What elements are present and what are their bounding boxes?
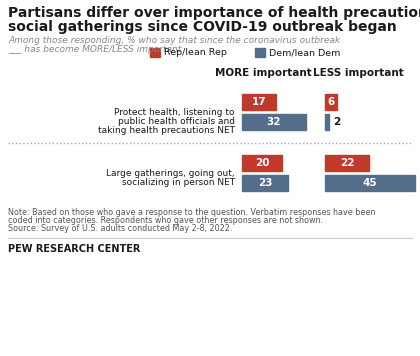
Text: 2: 2 bbox=[333, 117, 340, 127]
Text: taking health precautions NET: taking health precautions NET bbox=[98, 126, 235, 135]
Bar bbox=[325, 114, 329, 130]
Bar bbox=[242, 114, 306, 130]
Text: 45: 45 bbox=[363, 178, 377, 188]
Bar bbox=[242, 155, 282, 171]
Text: 6: 6 bbox=[327, 97, 335, 107]
Text: Source: Survey of U.S. adults conducted May 2-8, 2022.: Source: Survey of U.S. adults conducted … bbox=[8, 224, 232, 233]
Text: coded into categories. Respondents who gave other responses are not shown.: coded into categories. Respondents who g… bbox=[8, 216, 323, 225]
Text: Dem/lean Dem: Dem/lean Dem bbox=[269, 48, 340, 57]
Bar bbox=[150, 48, 160, 57]
Bar bbox=[255, 48, 265, 57]
Bar bbox=[325, 155, 369, 171]
Text: LESS important: LESS important bbox=[312, 68, 403, 78]
Text: Partisans differ over importance of health precautions,: Partisans differ over importance of heal… bbox=[8, 6, 420, 20]
Text: PEW RESEARCH CENTER: PEW RESEARCH CENTER bbox=[8, 244, 140, 254]
Bar bbox=[242, 94, 276, 110]
Text: socializing in person NET: socializing in person NET bbox=[122, 178, 235, 187]
Text: MORE important: MORE important bbox=[215, 68, 311, 78]
Text: Large gatherings, going out,: Large gatherings, going out, bbox=[106, 169, 235, 178]
Bar bbox=[242, 175, 288, 191]
Text: Note: Based on those who gave a response to the question. Verbatim responses hav: Note: Based on those who gave a response… bbox=[8, 208, 375, 217]
Text: ___ has become MORE/LESS important: ___ has become MORE/LESS important bbox=[8, 45, 181, 54]
Text: 20: 20 bbox=[255, 158, 269, 168]
Text: 32: 32 bbox=[267, 117, 281, 127]
Text: 17: 17 bbox=[252, 97, 266, 107]
Bar bbox=[325, 175, 415, 191]
Text: social gatherings since COVID-19 outbreak began: social gatherings since COVID-19 outbrea… bbox=[8, 20, 397, 34]
Bar bbox=[325, 94, 337, 110]
Text: Among those responding, % who say that since the coronavirus outbreak: Among those responding, % who say that s… bbox=[8, 36, 340, 45]
Text: public health officials and: public health officials and bbox=[118, 117, 235, 126]
Text: 23: 23 bbox=[258, 178, 272, 188]
Text: Protect health, listening to: Protect health, listening to bbox=[115, 108, 235, 117]
Text: Rep/lean Rep: Rep/lean Rep bbox=[164, 48, 227, 57]
Text: 22: 22 bbox=[340, 158, 354, 168]
